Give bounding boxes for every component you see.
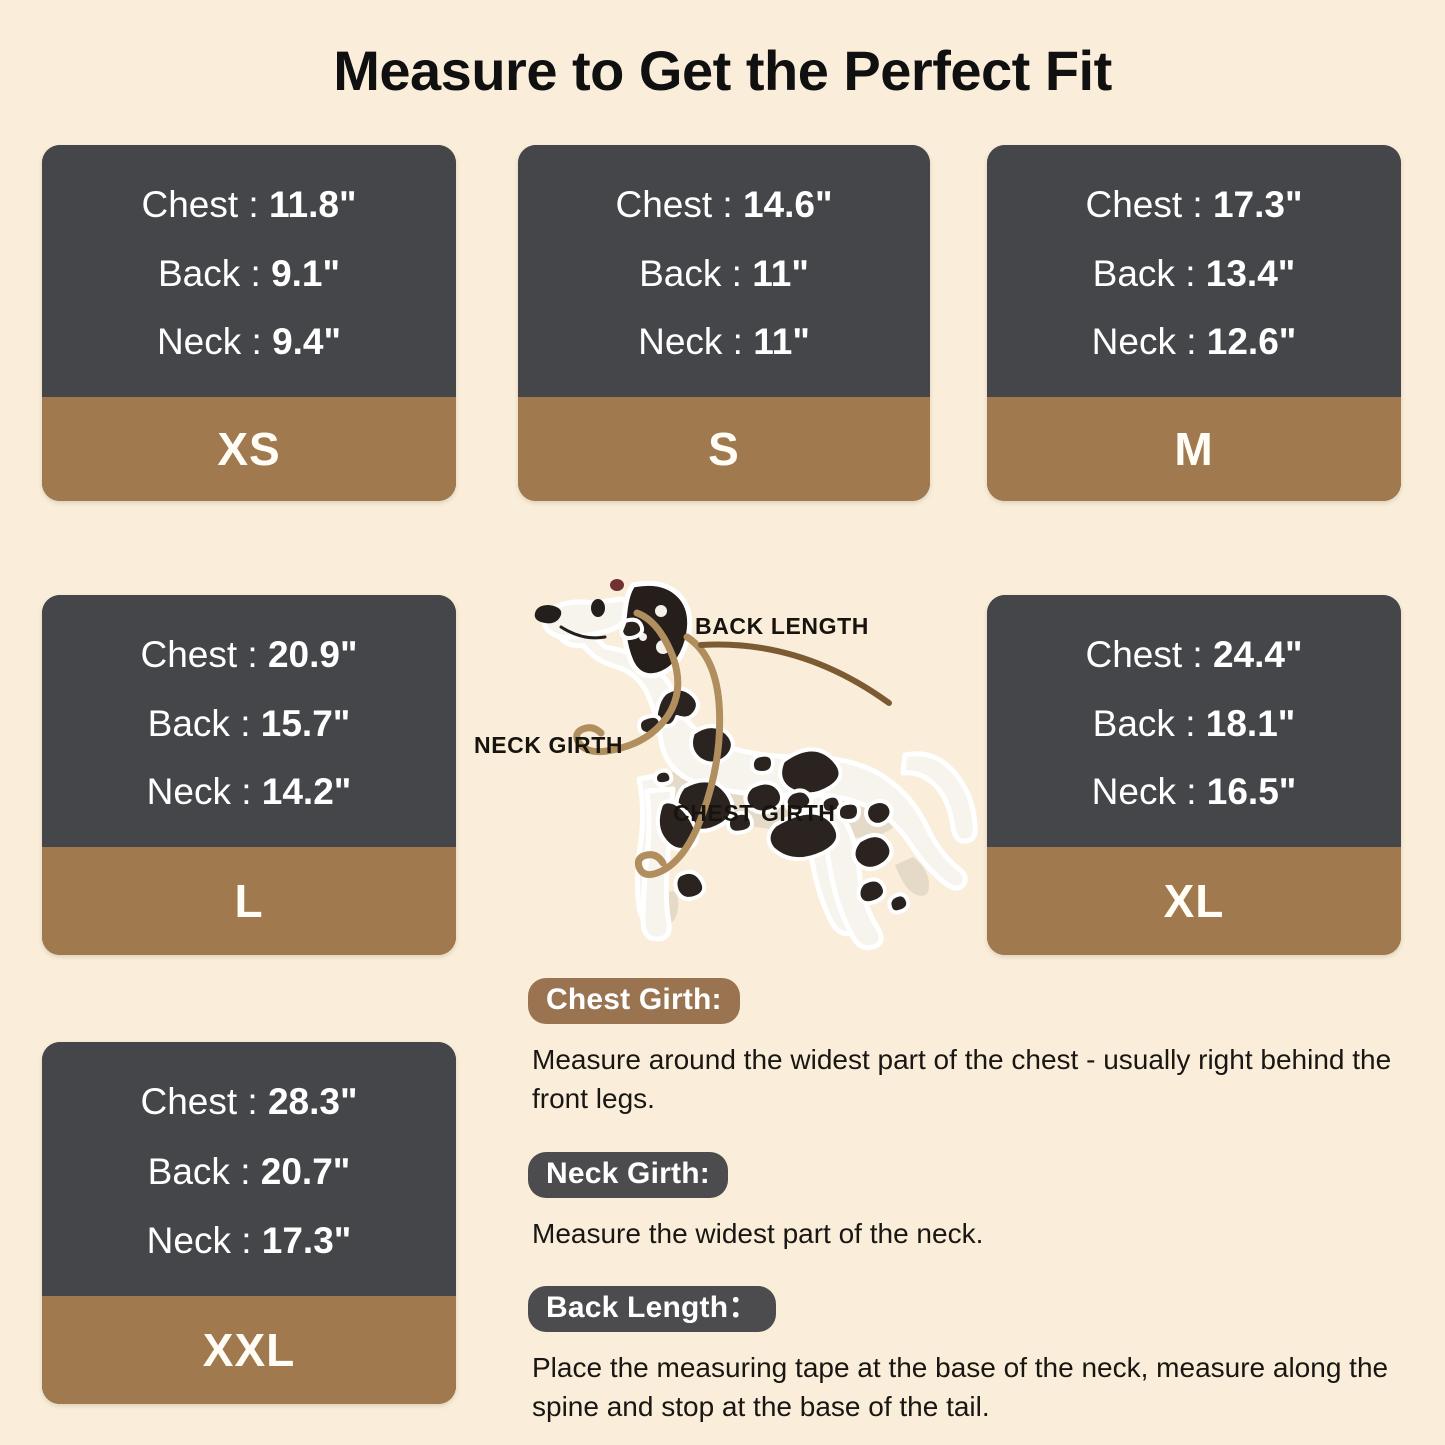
instruction-back-length: Back Length： Place the measuring tape at… xyxy=(528,1286,1412,1427)
size-card-l[interactable]: Chest : 20.9" Back : 15.7" Neck : 14.2" … xyxy=(42,595,456,955)
spec-chest: Chest : 20.9" xyxy=(140,633,358,675)
size-card-specs: Chest : 28.3" Back : 20.7" Neck : 17.3" xyxy=(42,1042,456,1296)
page-title: Measure to Get the Perfect Fit xyxy=(333,39,1112,102)
chest-girth-tape-icon xyxy=(634,633,724,878)
spec-neck-value: 14.2" xyxy=(261,771,352,813)
spec-neck: Neck : 14.2" xyxy=(146,771,352,813)
spec-neck-value: 17.3" xyxy=(261,1219,352,1261)
spec-chest-label: Chest : xyxy=(1085,633,1203,675)
badge-neck-girth: Neck Girth: xyxy=(528,1152,728,1198)
spec-neck: Neck : 12.6" xyxy=(1091,321,1297,363)
spec-chest-label: Chest : xyxy=(615,183,733,225)
spec-neck-label: Neck : xyxy=(146,771,252,813)
spec-chest-label: Chest : xyxy=(1085,183,1203,225)
spec-back-value: 13.4" xyxy=(1205,252,1296,294)
size-card-s[interactable]: Chest : 14.6" Back : 11" Neck : 11" S xyxy=(518,145,930,501)
size-card-specs: Chest : 17.3" Back : 13.4" Neck : 12.6" xyxy=(987,145,1401,397)
spec-neck-label: Neck : xyxy=(146,1219,252,1261)
spec-back: Back : 13.4" xyxy=(1092,252,1296,294)
spec-chest: Chest : 28.3" xyxy=(140,1081,358,1123)
size-card-m[interactable]: Chest : 17.3" Back : 13.4" Neck : 12.6" … xyxy=(987,145,1401,501)
spec-back-value: 18.1" xyxy=(1205,702,1296,744)
spec-neck-value: 9.4" xyxy=(272,321,342,363)
label-neck-girth: NECK GIRTH xyxy=(474,732,624,758)
spec-back-value: 11" xyxy=(752,252,809,294)
instruction-neck-girth-text: Measure the widest part of the neck. xyxy=(532,1217,984,1249)
spec-neck-label: Neck : xyxy=(1091,321,1197,363)
instruction-chest-girth-text: Measure around the widest part of the ch… xyxy=(532,1043,1392,1115)
size-label-xs: XS xyxy=(42,397,456,501)
spec-back-value: 9.1" xyxy=(271,252,341,294)
spec-neck-label: Neck : xyxy=(638,321,743,363)
instruction-back-length-text: Place the measuring tape at the base of … xyxy=(532,1351,1389,1423)
spec-chest-value: 17.3" xyxy=(1212,183,1303,225)
instruction-chest-girth: Chest Girth: Measure around the widest p… xyxy=(528,978,1412,1119)
spec-back-label: Back : xyxy=(1092,702,1196,744)
spec-back: Back : 15.7" xyxy=(147,702,351,744)
dog-measurement-diagram: BACK LENGTH NECK GIRTH CHEST GIRTH xyxy=(465,575,985,965)
spec-back-label: Back : xyxy=(639,252,742,294)
size-card-specs: Chest : 20.9" Back : 15.7" Neck : 14.2" xyxy=(42,595,456,847)
label-chest-girth: CHEST GIRTH xyxy=(673,800,836,826)
size-card-xl[interactable]: Chest : 24.4" Back : 18.1" Neck : 16.5" … xyxy=(987,595,1401,955)
spec-back-value: 15.7" xyxy=(260,702,351,744)
size-label-m: M xyxy=(987,397,1401,501)
spec-chest-value: 20.9" xyxy=(267,633,358,675)
size-card-specs: Chest : 14.6" Back : 11" Neck : 11" xyxy=(518,145,930,397)
dalmatian-dog-icon xyxy=(534,579,978,951)
spec-neck-label: Neck : xyxy=(1091,771,1197,813)
neck-girth-tape-icon xyxy=(573,609,682,756)
size-card-xs[interactable]: Chest : 11.8" Back : 9.1" Neck : 9.4" XS xyxy=(42,145,456,501)
spec-neck: Neck : 16.5" xyxy=(1091,771,1297,813)
size-label-xxl: XXL xyxy=(42,1296,456,1404)
label-back-length: BACK LENGTH xyxy=(695,613,869,639)
spec-neck: Neck : 11" xyxy=(638,321,810,363)
badge-chest-girth: Chest Girth: xyxy=(528,978,740,1024)
size-card-specs: Chest : 11.8" Back : 9.1" Neck : 9.4" xyxy=(42,145,456,397)
spec-chest: Chest : 11.8" xyxy=(141,183,357,225)
spec-chest: Chest : 14.6" xyxy=(615,183,833,225)
spec-neck: Neck : 17.3" xyxy=(146,1219,352,1261)
spec-back: Back : 9.1" xyxy=(157,252,341,294)
spec-chest-value: 11.8" xyxy=(268,183,357,225)
size-label-l: L xyxy=(42,847,456,955)
spec-back-value: 20.7" xyxy=(260,1150,351,1192)
spec-neck-value: 16.5" xyxy=(1206,771,1297,813)
spec-chest: Chest : 17.3" xyxy=(1085,183,1303,225)
instruction-neck-girth: Neck Girth: Measure the widest part of t… xyxy=(528,1152,983,1253)
spec-back-label: Back : xyxy=(147,1150,251,1192)
size-card-specs: Chest : 24.4" Back : 18.1" Neck : 16.5" xyxy=(987,595,1401,847)
spec-neck-value: 12.6" xyxy=(1206,321,1297,363)
spec-chest-value: 24.4" xyxy=(1212,633,1303,675)
badge-back-length: Back Length： xyxy=(528,1286,777,1332)
spec-back-label: Back : xyxy=(147,702,251,744)
spec-back: Back : 18.1" xyxy=(1092,702,1296,744)
spec-back: Back : 20.7" xyxy=(147,1150,351,1192)
size-card-xxl[interactable]: Chest : 28.3" Back : 20.7" Neck : 17.3" … xyxy=(42,1042,456,1404)
spec-neck: Neck : 9.4" xyxy=(156,321,342,363)
spec-chest-label: Chest : xyxy=(141,183,259,225)
back-length-tape-icon xyxy=(698,641,892,706)
size-label-xl: XL xyxy=(987,847,1401,955)
spec-neck-label: Neck : xyxy=(156,321,262,363)
spec-chest-value: 28.3" xyxy=(267,1081,358,1123)
size-label-s: S xyxy=(518,397,930,501)
spec-back: Back : 11" xyxy=(639,252,809,294)
spec-back-label: Back : xyxy=(1092,252,1196,294)
spec-chest-value: 14.6" xyxy=(742,183,833,225)
spec-chest: Chest : 24.4" xyxy=(1085,633,1303,675)
spec-chest-label: Chest : xyxy=(140,1081,258,1123)
spec-chest-label: Chest : xyxy=(140,633,258,675)
spec-neck-value: 11" xyxy=(753,321,810,363)
spec-back-label: Back : xyxy=(157,252,261,294)
